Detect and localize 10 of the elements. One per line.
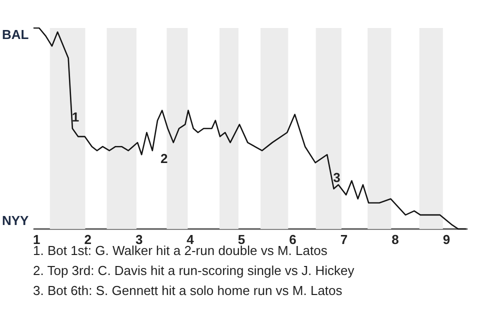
x-tick-label: 8 [392,232,399,247]
annotation: 3 [333,170,340,185]
text: NYY [2,213,30,228]
annotation: 1 [72,110,80,124]
text: BAL [2,27,29,42]
x-tick-label: 7 [340,232,348,247]
annotation: 2 [160,151,168,166]
text: 2. Top 3rd: C. Davis hit a run-scoring single vs J. Hickey [33,263,355,278]
x-tick-label: 9 [442,232,450,247]
text: 3. Bot 6th: S. Gennett hit a solo home run vs M. Latos [33,283,343,298]
